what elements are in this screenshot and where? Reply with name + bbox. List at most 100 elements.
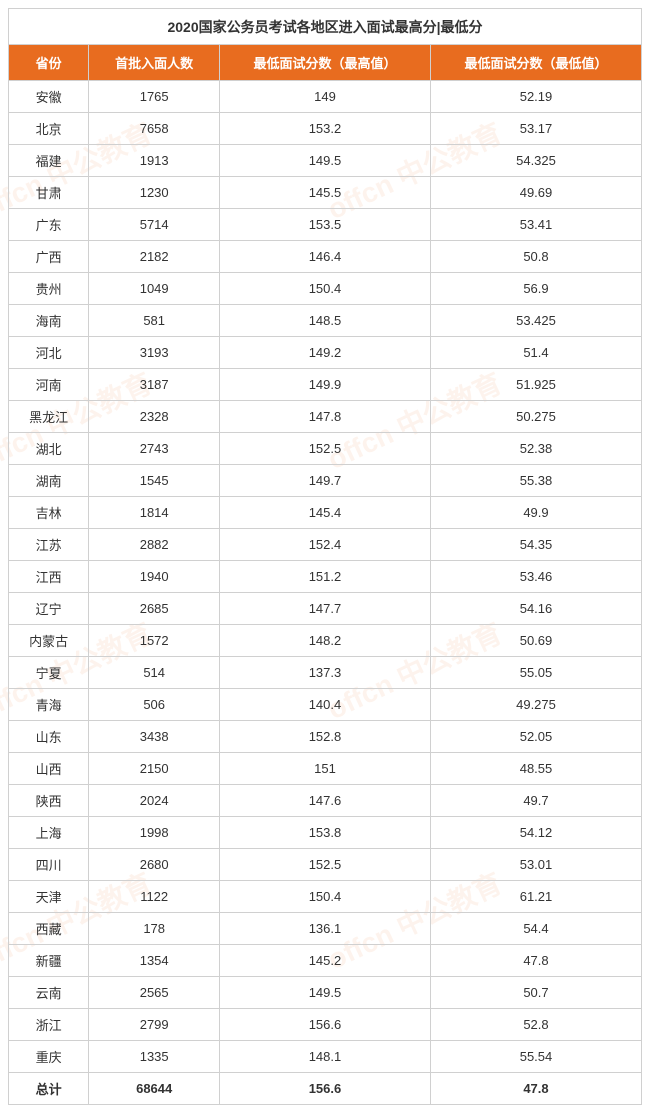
cell-max: 152.5	[219, 433, 430, 465]
cell-province: 云南	[9, 977, 89, 1009]
table-row: 安徽176514952.19	[9, 81, 642, 113]
table-row: 北京7658153.253.17	[9, 113, 642, 145]
cell-count: 3438	[89, 721, 220, 753]
cell-min: 52.38	[430, 433, 641, 465]
cell-max: 148.5	[219, 305, 430, 337]
cell-count: 2150	[89, 753, 220, 785]
cell-min: 56.9	[430, 273, 641, 305]
cell-province: 海南	[9, 305, 89, 337]
cell-province: 安徽	[9, 81, 89, 113]
cell-max: 149.9	[219, 369, 430, 401]
cell-province: 山东	[9, 721, 89, 753]
table-row: 江苏2882152.454.35	[9, 529, 642, 561]
cell-min: 52.05	[430, 721, 641, 753]
table-row: 贵州1049150.456.9	[9, 273, 642, 305]
cell-count: 2685	[89, 593, 220, 625]
cell-province: 上海	[9, 817, 89, 849]
table-row: 河南3187149.951.925	[9, 369, 642, 401]
cell-min: 49.69	[430, 177, 641, 209]
cell-max: 156.6	[219, 1009, 430, 1041]
cell-count: 1545	[89, 465, 220, 497]
cell-count: 2882	[89, 529, 220, 561]
cell-count: 1335	[89, 1041, 220, 1073]
cell-min: 55.38	[430, 465, 641, 497]
table-row: 海南581148.553.425	[9, 305, 642, 337]
cell-province: 河北	[9, 337, 89, 369]
cell-count: 1765	[89, 81, 220, 113]
cell-province: 内蒙古	[9, 625, 89, 657]
cell-min: 50.275	[430, 401, 641, 433]
table-row: 甘肃1230145.549.69	[9, 177, 642, 209]
cell-max: 149.2	[219, 337, 430, 369]
table-row: 云南2565149.550.7	[9, 977, 642, 1009]
table-row: 吉林1814145.449.9	[9, 497, 642, 529]
cell-max: 148.2	[219, 625, 430, 657]
cell-max: 149	[219, 81, 430, 113]
cell-count: 1814	[89, 497, 220, 529]
header-province: 省份	[9, 45, 89, 81]
cell-max: 147.6	[219, 785, 430, 817]
table-row: 山西215015148.55	[9, 753, 642, 785]
header-count: 首批入面人数	[89, 45, 220, 81]
total-row: 总计68644156.647.8	[9, 1073, 642, 1105]
cell-max: 137.3	[219, 657, 430, 689]
cell-min: 48.55	[430, 753, 641, 785]
cell-min: 50.69	[430, 625, 641, 657]
total-province: 总计	[9, 1073, 89, 1105]
table-row: 四川2680152.553.01	[9, 849, 642, 881]
table-row: 福建1913149.554.325	[9, 145, 642, 177]
cell-count: 514	[89, 657, 220, 689]
table-row: 天津1122150.461.21	[9, 881, 642, 913]
cell-max: 152.4	[219, 529, 430, 561]
cell-max: 153.5	[219, 209, 430, 241]
table-row: 重庆1335148.155.54	[9, 1041, 642, 1073]
cell-max: 140.4	[219, 689, 430, 721]
cell-min: 54.4	[430, 913, 641, 945]
cell-province: 青海	[9, 689, 89, 721]
cell-min: 55.54	[430, 1041, 641, 1073]
total-min: 47.8	[430, 1073, 641, 1105]
table-row: 黑龙江2328147.850.275	[9, 401, 642, 433]
cell-count: 1913	[89, 145, 220, 177]
cell-province: 江西	[9, 561, 89, 593]
cell-count: 7658	[89, 113, 220, 145]
table-title: 2020国家公务员考试各地区进入面试最高分|最低分	[9, 9, 642, 45]
cell-max: 151.2	[219, 561, 430, 593]
cell-max: 150.4	[219, 881, 430, 913]
cell-min: 54.12	[430, 817, 641, 849]
cell-min: 54.35	[430, 529, 641, 561]
table-row: 湖北2743152.552.38	[9, 433, 642, 465]
cell-count: 2565	[89, 977, 220, 1009]
cell-count: 1998	[89, 817, 220, 849]
table-row: 陕西2024147.649.7	[9, 785, 642, 817]
cell-max: 151	[219, 753, 430, 785]
cell-province: 重庆	[9, 1041, 89, 1073]
table-row: 上海1998153.854.12	[9, 817, 642, 849]
cell-count: 178	[89, 913, 220, 945]
cell-province: 天津	[9, 881, 89, 913]
cell-count: 1122	[89, 881, 220, 913]
header-min: 最低面试分数（最低值）	[430, 45, 641, 81]
cell-province: 陕西	[9, 785, 89, 817]
table-row: 广西2182146.450.8	[9, 241, 642, 273]
cell-count: 2182	[89, 241, 220, 273]
cell-count: 506	[89, 689, 220, 721]
title-row: 2020国家公务员考试各地区进入面试最高分|最低分	[9, 9, 642, 45]
cell-count: 3193	[89, 337, 220, 369]
cell-max: 146.4	[219, 241, 430, 273]
cell-province: 甘肃	[9, 177, 89, 209]
cell-count: 2743	[89, 433, 220, 465]
cell-max: 153.2	[219, 113, 430, 145]
table-body: 安徽176514952.19北京7658153.253.17福建1913149.…	[9, 81, 642, 1105]
cell-province: 贵州	[9, 273, 89, 305]
cell-min: 49.7	[430, 785, 641, 817]
cell-count: 1354	[89, 945, 220, 977]
table-row: 宁夏514137.355.05	[9, 657, 642, 689]
cell-min: 53.17	[430, 113, 641, 145]
cell-max: 152.8	[219, 721, 430, 753]
cell-max: 147.8	[219, 401, 430, 433]
table-row: 辽宁2685147.754.16	[9, 593, 642, 625]
cell-province: 江苏	[9, 529, 89, 561]
cell-min: 51.4	[430, 337, 641, 369]
cell-count: 2024	[89, 785, 220, 817]
